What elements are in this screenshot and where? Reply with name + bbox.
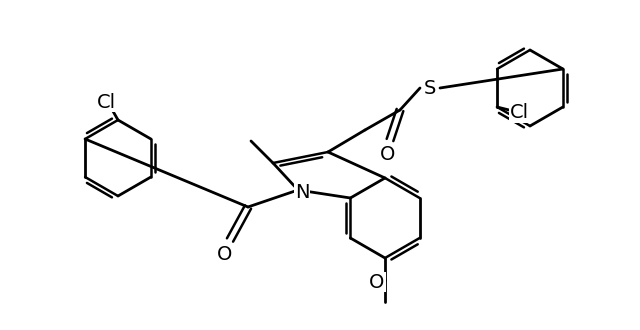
- Text: O: O: [369, 273, 385, 291]
- Text: Cl: Cl: [97, 92, 116, 112]
- Text: O: O: [218, 245, 233, 263]
- Text: Cl: Cl: [509, 104, 529, 122]
- Text: N: N: [295, 182, 309, 202]
- Text: O: O: [380, 145, 396, 163]
- Text: S: S: [424, 79, 436, 97]
